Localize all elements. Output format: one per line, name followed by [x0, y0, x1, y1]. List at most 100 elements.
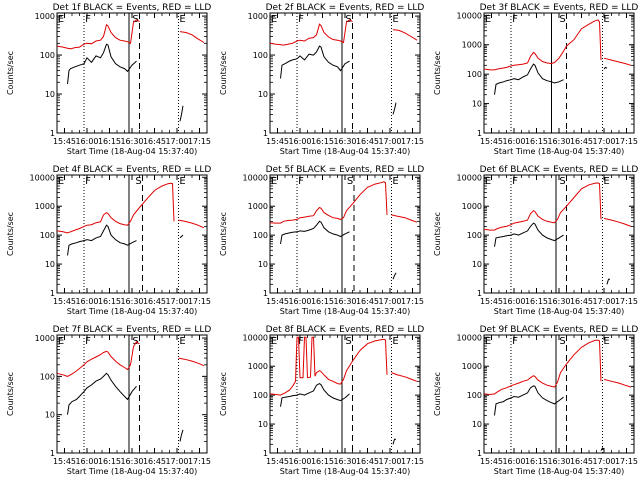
y-tick-label: 100 — [40, 372, 55, 381]
y-tick-label: 1000 — [248, 202, 268, 211]
series-line-events-1 — [67, 224, 137, 256]
x-axis-label: Start Time (18-Aug-04 15:37:40) — [280, 467, 411, 476]
y-tick-label: 10 — [472, 100, 482, 109]
series-line-events-4 — [392, 102, 397, 115]
y-tick-label: 1 — [477, 449, 482, 458]
y-tick-label: 1000 — [248, 362, 268, 371]
marker-label: S — [132, 14, 138, 25]
marker-label: E — [58, 176, 64, 187]
y-tick-label: 1 — [477, 129, 482, 138]
x-tick-label: 16:00 — [502, 137, 525, 146]
x-tick-label: 17:00 — [592, 137, 615, 146]
x-tick-label: 16:00 — [288, 137, 311, 146]
series-line-events-4 — [392, 438, 396, 445]
series-line-lld-3 — [391, 372, 418, 382]
x-tick-label: 15:45 — [53, 297, 76, 306]
series-line-lld-3 — [391, 214, 418, 223]
x-tick-label: 16:00 — [75, 297, 98, 306]
series-line-lld-3 — [178, 357, 205, 367]
marker-label: S — [559, 176, 565, 187]
series-line-events-1 — [280, 383, 350, 407]
y-tick-label: 10000 — [457, 173, 482, 182]
y-tick-label: 1 — [263, 289, 268, 298]
x-tick-label: 16:45 — [143, 137, 166, 146]
marker-label: E — [603, 14, 609, 25]
x-tick-label: 17:15 — [615, 137, 638, 146]
y-tick-label: 1 — [50, 449, 55, 458]
y-tick-label: 100 — [467, 70, 482, 79]
series-line-events-4 — [179, 105, 184, 122]
series-line-events-4 — [179, 234, 184, 239]
x-tick-label: 17:15 — [615, 297, 638, 306]
x-tick-label: 16:15 — [311, 457, 334, 466]
x-tick-label: 16:15 — [525, 137, 548, 146]
series-line-lld-3 — [603, 217, 632, 227]
panel-1: Det 1f BLACK = Events, RED = LLD 1 10 100 10… — [6, 3, 211, 156]
series-line-lld-2 — [483, 19, 602, 71]
y-tick-label: 10 — [258, 420, 268, 429]
marker-label: E — [392, 176, 398, 187]
series-line-events-1 — [67, 372, 137, 415]
x-axis-label: Start Time (18-Aug-04 15:37:40) — [494, 147, 625, 156]
panel-7: Det 7f BLACK = Events, RED = LLD 1 10 100 10… — [6, 325, 211, 476]
x-tick-label: 15:45 — [480, 137, 503, 146]
y-tick-label: 10 — [45, 411, 55, 420]
marker-label: E — [392, 14, 398, 25]
x-tick-label: 16:15 — [98, 137, 121, 146]
y-tick-label: 10 — [472, 420, 482, 429]
series-line-lld-2 — [483, 339, 602, 396]
series-line-events-4 — [179, 429, 184, 442]
x-tick-label: 16:45 — [143, 457, 166, 466]
marker-label: F — [85, 14, 91, 25]
x-tick-label: 16:15 — [311, 297, 334, 306]
series-line-events-1 — [280, 220, 350, 244]
series-line-lld-2 — [269, 336, 388, 396]
x-tick-label: 17:15 — [401, 457, 424, 466]
series-line-events-4 — [600, 447, 605, 451]
marker-label: F — [85, 336, 91, 347]
x-axis-label: Start Time (18-Aug-04 15:37:40) — [280, 147, 411, 156]
y-tick-label: 10000 — [30, 173, 55, 182]
y-tick-label: 100 — [253, 231, 268, 240]
y-axis-label: Counts/sec — [219, 212, 228, 256]
marker-label: E — [271, 176, 277, 187]
x-tick-label: 15:45 — [53, 137, 76, 146]
marker-label: E — [271, 336, 277, 347]
marker-label: E — [485, 14, 491, 25]
x-tick-label: 15:45 — [266, 297, 289, 306]
panel-title: Det 2f BLACK = Events, RED = LLD — [266, 3, 425, 13]
x-tick-label: 17:00 — [165, 137, 188, 146]
y-tick-label: 100 — [467, 231, 482, 240]
marker-label: S — [347, 176, 353, 187]
marker-label: E — [179, 14, 185, 25]
x-tick-label: 17:00 — [592, 297, 615, 306]
y-axis-label: Counts/sec — [219, 51, 228, 95]
x-tick-label: 16:30 — [547, 297, 570, 306]
x-tick-label: 17:00 — [378, 137, 401, 146]
marker-label: F — [298, 176, 304, 187]
series-line-lld-3 — [392, 29, 418, 41]
panel-3: Det 3f BLACK = Events, RED = LLD 1 10 100 10… — [433, 3, 638, 156]
x-axis-label: Start Time (18-Aug-04 15:37:40) — [67, 307, 198, 316]
y-tick-label: 1000 — [248, 12, 268, 21]
marker-label: E — [179, 176, 185, 187]
x-tick-label: 17:15 — [615, 457, 638, 466]
marker-label: S — [132, 336, 138, 347]
panel-title: Det 5f BLACK = Events, RED = LLD — [266, 165, 425, 175]
marker-label: S — [345, 14, 351, 25]
x-tick-label: 15:45 — [53, 457, 76, 466]
x-tick-label: 17:15 — [401, 137, 424, 146]
y-tick-label: 1 — [50, 129, 55, 138]
series-line-events-1 — [67, 43, 137, 85]
series-line-lld-3 — [179, 31, 205, 43]
marker-label: S — [559, 336, 565, 347]
x-tick-label: 16:30 — [547, 457, 570, 466]
marker-label: F — [512, 14, 518, 25]
y-axis-label: Counts/sec — [6, 212, 15, 256]
x-axis-label: Start Time (18-Aug-04 15:37:40) — [280, 307, 411, 316]
x-tick-label: 16:45 — [356, 137, 379, 146]
x-axis-label: Start Time (18-Aug-04 15:37:40) — [67, 467, 198, 476]
y-tick-label: 1 — [477, 289, 482, 298]
series-line-events-4 — [603, 66, 608, 70]
x-tick-label: 17:00 — [165, 457, 188, 466]
